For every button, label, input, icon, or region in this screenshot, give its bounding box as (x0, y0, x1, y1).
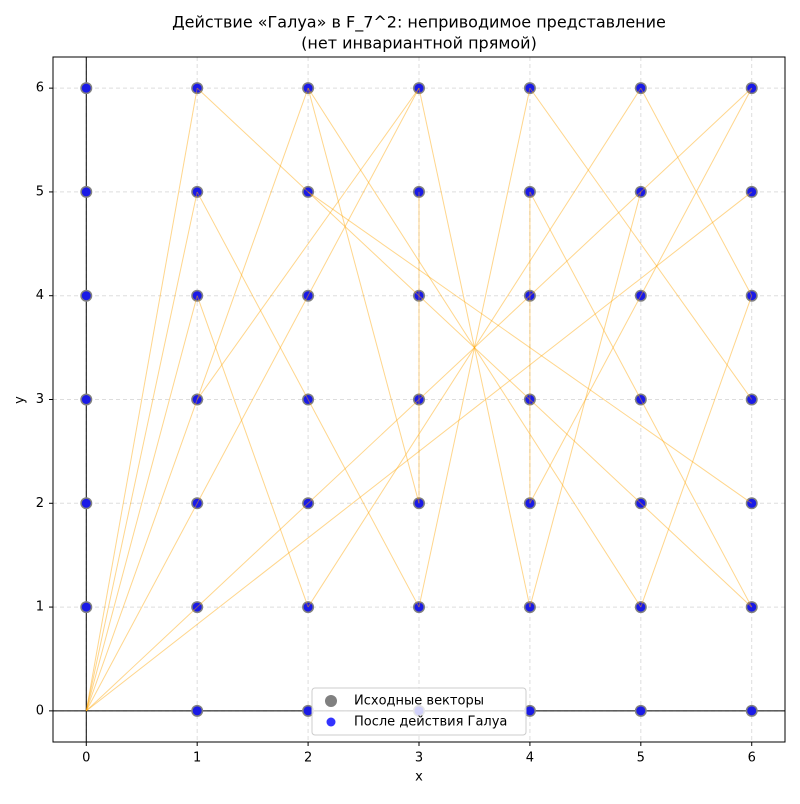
legend: Исходные векторы После действия Галуа (311, 687, 527, 736)
y-tick-label: 5 (36, 184, 44, 199)
point-transformed (192, 83, 202, 93)
point-transformed (414, 187, 424, 197)
point-transformed (81, 187, 91, 197)
point-transformed (525, 602, 535, 612)
point-transformed (81, 602, 91, 612)
point-transformed (636, 498, 646, 508)
x-tick-label: 5 (637, 751, 645, 766)
mapping-segment (85, 88, 198, 711)
x-tick-label: 4 (526, 751, 534, 766)
point-transformed (192, 602, 202, 612)
y-tick-label: 1 (36, 600, 44, 615)
mapping-segment (418, 88, 531, 608)
point-transformed (303, 498, 313, 508)
point-transformed (747, 602, 757, 612)
mapping-segment (196, 87, 420, 400)
point-transformed (303, 187, 313, 197)
chart-subtitle: (нет инвариантной прямой) (301, 34, 537, 53)
y-tick-label: 0 (36, 703, 44, 718)
x-tick-label: 6 (748, 751, 756, 766)
point-transformed (303, 291, 313, 301)
point-transformed (636, 395, 646, 404)
mapping-segment (307, 191, 753, 504)
point-transformed (636, 187, 646, 197)
point-transformed (525, 395, 535, 404)
y-tick-label: 2 (36, 496, 44, 511)
x-tick-label: 3 (415, 751, 423, 766)
mapping-segment (307, 87, 642, 608)
chart-title: Действие «Галуа» в F_7^2: неприводимое п… (172, 13, 666, 33)
mapping-segment (85, 87, 420, 712)
point-transformed (81, 395, 91, 404)
point-transformed (747, 498, 757, 508)
point-transformed (525, 83, 535, 93)
point-transformed (525, 706, 535, 716)
point-transformed (747, 395, 757, 404)
mapping-segment (85, 191, 753, 712)
mapping-segment (418, 88, 531, 608)
point-transformed (414, 602, 424, 612)
point-transformed (414, 498, 424, 508)
point-transformed (525, 291, 535, 301)
mapping-segment (529, 87, 753, 400)
mapping-segment (307, 88, 420, 504)
mapping-segment (196, 295, 309, 608)
legend-label: Исходные векторы (354, 694, 484, 709)
point-transformed (81, 83, 91, 93)
point-transformed (303, 706, 313, 716)
point-transformed (636, 706, 646, 716)
point-transformed (414, 395, 424, 404)
mapping-segment (307, 87, 642, 608)
x-tick-label: 1 (193, 751, 201, 766)
mapping-segment (640, 87, 753, 296)
y-tick-label: 6 (36, 81, 44, 96)
point-transformed (636, 291, 646, 301)
y-tick-label: 4 (36, 288, 44, 303)
point-transformed (81, 498, 91, 508)
mapping-segment (85, 191, 198, 711)
point-transformed (192, 187, 202, 197)
mapping-segment (85, 87, 309, 712)
legend-marker (326, 717, 336, 727)
mapping-segment (85, 295, 198, 711)
point-transformed (192, 395, 202, 404)
point-transformed (192, 498, 202, 508)
plot-frame (52, 56, 786, 743)
point-transformed (636, 602, 646, 612)
mapping-segment (529, 191, 642, 608)
x-tick-label: 2 (304, 751, 312, 766)
point-transformed (303, 83, 313, 93)
point-transformed (747, 706, 757, 716)
point-transformed (747, 187, 757, 197)
mapping-segment (85, 87, 753, 712)
x-axis-label: x (415, 770, 423, 785)
point-transformed (747, 83, 757, 93)
legend-marker (325, 695, 337, 707)
point-transformed (81, 291, 91, 301)
point-transformed (303, 395, 313, 404)
legend-label: После действия Галуа (354, 715, 507, 730)
point-transformed (414, 291, 424, 301)
point-transformed (525, 498, 535, 508)
mapping-segment (529, 191, 753, 608)
x-tick-label: 0 (82, 751, 90, 766)
point-transformed (525, 187, 535, 197)
point-transformed (192, 291, 202, 301)
point-transformed (747, 291, 757, 301)
point-transformed (303, 602, 313, 612)
y-axis-label: y (13, 396, 28, 404)
legend-box (311, 687, 527, 736)
point-transformed (414, 83, 424, 93)
mapping-segment (196, 87, 753, 608)
y-tick-label: 3 (36, 392, 44, 407)
point-transformed (636, 83, 646, 93)
mapping-segment (640, 295, 753, 608)
mapping-segment (529, 87, 753, 504)
mapping-segment (196, 191, 420, 608)
point-transformed (192, 706, 202, 716)
